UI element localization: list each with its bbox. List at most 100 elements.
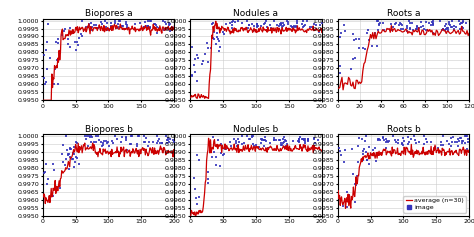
Point [53, 58, 60, 62]
Point [418, 25, 425, 29]
Point [122, 23, 130, 26]
Point [170, 140, 178, 144]
Point [158, 141, 165, 145]
Point [445, 142, 453, 146]
Point [416, 141, 423, 144]
Point [389, 28, 396, 32]
Point [445, 22, 453, 26]
Point [270, 19, 278, 23]
Point [369, 153, 377, 156]
Point [163, 134, 170, 138]
Point [383, 137, 390, 141]
Point [97, 20, 105, 24]
Point [164, 138, 171, 142]
Point [439, 143, 447, 147]
Point [216, 39, 223, 43]
Point [375, 22, 383, 26]
Point [398, 27, 405, 30]
Point [221, 146, 228, 150]
Point [365, 38, 373, 42]
Point [217, 151, 225, 155]
Point [341, 148, 349, 152]
Point [293, 19, 301, 23]
Point [293, 21, 301, 24]
Point [261, 138, 269, 142]
Point [381, 138, 388, 142]
Point [260, 138, 268, 142]
Point [266, 141, 274, 145]
Point [376, 21, 384, 25]
Point [362, 47, 369, 51]
Point [54, 41, 62, 45]
Point [191, 187, 199, 191]
Point [261, 144, 268, 148]
Point [234, 137, 242, 141]
Point [296, 135, 304, 139]
Point [226, 21, 234, 24]
Point [404, 135, 412, 139]
Point [94, 26, 101, 30]
Point [50, 82, 58, 86]
Point [359, 158, 367, 162]
Point [380, 28, 388, 32]
Point [344, 205, 351, 209]
Point [413, 25, 420, 29]
Point [216, 164, 224, 168]
Point [350, 57, 357, 61]
Point [210, 36, 217, 40]
Point [74, 43, 82, 47]
Point [463, 134, 471, 138]
Point [352, 37, 360, 41]
Point [280, 141, 287, 144]
Point [405, 140, 413, 144]
Point [451, 140, 459, 144]
Point [62, 157, 70, 161]
Point [317, 23, 324, 27]
Point [58, 33, 66, 37]
Point [86, 135, 93, 139]
Point [383, 140, 391, 143]
Point [350, 38, 357, 42]
Point [422, 137, 430, 141]
Title: Nodules a: Nodules a [234, 9, 278, 18]
Point [379, 136, 387, 139]
Point [141, 141, 148, 144]
Point [312, 27, 319, 31]
Point [200, 59, 207, 63]
Point [54, 37, 62, 41]
Point [298, 137, 306, 141]
Point [109, 141, 117, 145]
Point [107, 25, 115, 29]
Point [427, 23, 434, 27]
Point [85, 22, 92, 26]
Point [103, 140, 110, 143]
Point [159, 19, 167, 23]
Point [66, 26, 74, 30]
Point [64, 33, 72, 37]
Point [383, 140, 390, 143]
Point [165, 23, 173, 27]
Point [453, 140, 461, 144]
Point [387, 22, 395, 26]
Point [279, 137, 287, 141]
Point [86, 134, 93, 138]
Point [417, 21, 425, 24]
Point [66, 146, 74, 150]
Point [208, 46, 215, 50]
Point [205, 181, 212, 185]
Point [455, 19, 463, 23]
Point [461, 134, 469, 138]
Point [397, 22, 405, 26]
Point [354, 160, 362, 164]
Point [216, 45, 223, 49]
Point [273, 23, 281, 27]
Point [123, 26, 131, 30]
Point [40, 171, 47, 175]
Point [284, 20, 292, 24]
Point [456, 137, 464, 140]
Point [459, 141, 466, 145]
Point [374, 19, 382, 23]
Point [270, 138, 278, 142]
Point [459, 19, 467, 23]
Point [204, 60, 211, 64]
